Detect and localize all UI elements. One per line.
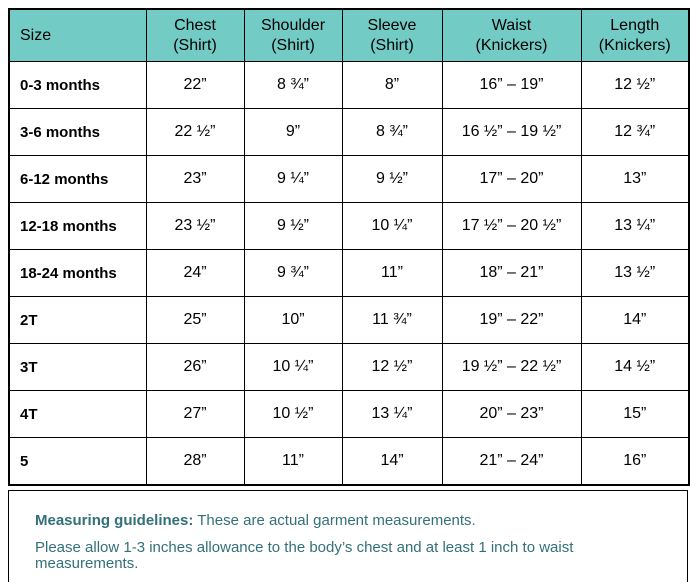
guidelines-heading-rest: These are actual garment measurements.: [193, 512, 476, 529]
table-row: 2T 25” 10” 11 ¾” 19” – 22” 14”: [8, 296, 690, 344]
waist-cell: 20” – 23”: [441, 390, 582, 438]
waist-cell: 17 ½” – 20 ½”: [441, 202, 582, 250]
chest-cell: 22 ½”: [145, 108, 245, 156]
waist-cell: 19 ½” – 22 ½”: [441, 343, 582, 391]
column-header-sub: (Knickers): [475, 36, 548, 54]
size-label-cell: 0-3 months: [8, 61, 147, 109]
waist-cell: 18” – 21”: [441, 249, 582, 297]
sleeve-cell: 11”: [341, 249, 443, 297]
shoulder-cell: 9 ½”: [243, 202, 343, 250]
table-row: 6-12 months 23” 9 ¼” 9 ½” 17” – 20” 13”: [8, 155, 690, 203]
column-header-sub: (Shirt): [271, 36, 315, 54]
shoulder-cell: 10”: [243, 296, 343, 344]
length-cell: 14 ½”: [580, 343, 690, 391]
length-cell: 14”: [580, 296, 690, 344]
shoulder-cell: 9”: [243, 108, 343, 156]
column-header-sleeve: Sleeve (Shirt): [341, 8, 443, 62]
column-header-chest: Chest (Shirt): [145, 8, 245, 62]
shoulder-cell: 10 ½”: [243, 390, 343, 438]
length-cell: 16”: [580, 437, 690, 486]
table-row: 5 28” 11” 14” 21” – 24” 16”: [8, 437, 690, 486]
table-row: 3-6 months 22 ½” 9” 8 ¾” 16 ½” – 19 ½” 1…: [8, 108, 690, 156]
table-row: 12-18 months 23 ½” 9 ½” 10 ¼” 17 ½” – 20…: [8, 202, 690, 250]
column-header-sub: (Knickers): [598, 36, 671, 54]
guidelines-line-1: Measuring guidelines: These are actual g…: [35, 513, 679, 529]
table-row: 0-3 months 22” 8 ¾” 8” 16” – 19” 12 ½”: [8, 61, 690, 109]
chest-cell: 28”: [145, 437, 245, 486]
table-row: 3T 26” 10 ¼” 12 ½” 19 ½” – 22 ½” 14 ½”: [8, 343, 690, 391]
sleeve-cell: 8”: [341, 61, 443, 109]
waist-cell: 16” – 19”: [441, 61, 582, 109]
column-header-label: Length: [610, 16, 660, 34]
column-header-length: Length (Knickers): [580, 8, 690, 62]
chest-cell: 27”: [145, 390, 245, 438]
shoulder-cell: 10 ¼”: [243, 343, 343, 391]
chest-cell: 24”: [145, 249, 245, 297]
waist-cell: 16 ½” – 19 ½”: [441, 108, 582, 156]
guidelines-heading: Measuring guidelines:: [35, 512, 194, 529]
sleeve-cell: 12 ½”: [341, 343, 443, 391]
waist-cell: 21” – 24”: [441, 437, 582, 486]
size-label-cell: 3T: [8, 343, 147, 391]
column-header-size: Size: [8, 8, 147, 62]
chest-cell: 23”: [145, 155, 245, 203]
measuring-guidelines-box: Measuring guidelines: These are actual g…: [8, 490, 688, 582]
guidelines-line-2: Please allow 1-3 inches allowance to the…: [35, 539, 574, 572]
table-row: 4T 27” 10 ½” 13 ¼” 20” – 23” 15”: [8, 390, 690, 438]
size-label-cell: 12-18 months: [8, 202, 147, 250]
column-header-sub: (Shirt): [173, 36, 217, 54]
size-label-cell: 6-12 months: [8, 155, 147, 203]
size-chart-table: Size Chest (Shirt) Shoulder (Shirt) Sleeve…: [8, 8, 690, 486]
chest-cell: 25”: [145, 296, 245, 344]
sleeve-cell: 9 ½”: [341, 155, 443, 203]
size-label-cell: 18-24 months: [8, 249, 147, 297]
column-header-waist: Waist (Knickers): [441, 8, 582, 62]
shoulder-cell: 8 ¾”: [243, 61, 343, 109]
shoulder-cell: 9 ¼”: [243, 155, 343, 203]
waist-cell: 19” – 22”: [441, 296, 582, 344]
table-header-row: Size Chest (Shirt) Shoulder (Shirt) Sleeve…: [8, 8, 690, 62]
chest-cell: 23 ½”: [145, 202, 245, 250]
size-label-cell: 5: [8, 437, 147, 486]
waist-cell: 17” – 20”: [441, 155, 582, 203]
length-cell: 15”: [580, 390, 690, 438]
table-row: 18-24 months 24” 9 ¾” 11” 18” – 21” 13 ½…: [8, 249, 690, 297]
size-label-cell: 2T: [8, 296, 147, 344]
column-header-shoulder: Shoulder (Shirt): [243, 8, 343, 62]
length-cell: 13 ¼”: [580, 202, 690, 250]
length-cell: 13”: [580, 155, 690, 203]
column-header-label: Sleeve: [367, 16, 417, 34]
sleeve-cell: 11 ¾”: [341, 296, 443, 344]
column-header-sub: (Shirt): [370, 36, 414, 54]
length-cell: 13 ½”: [580, 249, 690, 297]
sleeve-cell: 10 ¼”: [341, 202, 443, 250]
shoulder-cell: 11”: [243, 437, 343, 486]
chest-cell: 26”: [145, 343, 245, 391]
sleeve-cell: 14”: [341, 437, 443, 486]
length-cell: 12 ½”: [580, 61, 690, 109]
sleeve-cell: 13 ¼”: [341, 390, 443, 438]
column-header-label: Shoulder: [260, 16, 326, 34]
length-cell: 12 ¾”: [580, 108, 690, 156]
chest-cell: 22”: [145, 61, 245, 109]
column-header-label: Chest: [174, 16, 216, 34]
size-label-cell: 4T: [8, 390, 147, 438]
column-header-label: Waist: [491, 16, 532, 34]
shoulder-cell: 9 ¾”: [243, 249, 343, 297]
column-header-label: Size: [20, 26, 52, 44]
sleeve-cell: 8 ¾”: [341, 108, 443, 156]
size-label-cell: 3-6 months: [8, 108, 147, 156]
